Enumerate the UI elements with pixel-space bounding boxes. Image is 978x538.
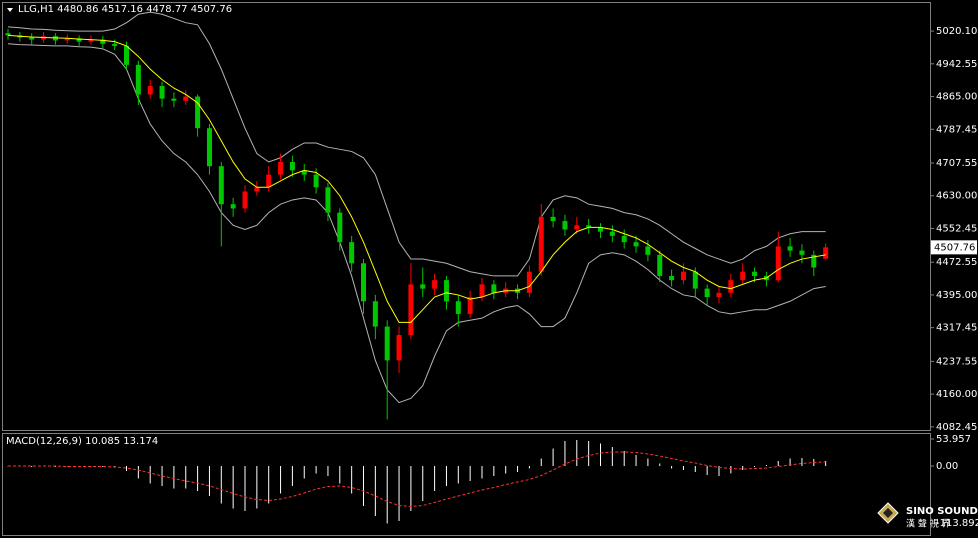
candle-body — [657, 254, 663, 276]
candle-body — [823, 247, 829, 259]
band-upper — [7, 11, 826, 277]
candle-body — [680, 271, 686, 281]
y-tick-label: 4395.00 — [936, 290, 977, 301]
candle-body — [432, 280, 438, 289]
y-tick-label: 4865.00 — [936, 92, 977, 103]
candle-body — [550, 216, 556, 222]
candle-body — [171, 98, 177, 101]
candle-body — [361, 263, 366, 302]
candle-body — [29, 37, 35, 40]
candle-body — [811, 254, 817, 268]
candle-body — [289, 161, 295, 171]
candle-body — [716, 292, 722, 298]
macd-title: MACD(12,26,9) 10.085 13.174 — [6, 436, 158, 447]
candle-body — [621, 235, 627, 243]
candle-body — [799, 250, 805, 255]
candle-body — [349, 242, 355, 264]
candle-body — [384, 326, 390, 361]
y-tick-label: 4082.45 — [936, 422, 977, 433]
candle-body — [538, 216, 544, 272]
candle-body — [124, 45, 129, 65]
y-tick-label: 4707.55 — [936, 158, 977, 169]
candle-body — [562, 221, 568, 230]
candle-body — [728, 280, 734, 293]
price-title: LLG,H1 4480.86 4517.16 4478.77 4507.76 — [18, 4, 232, 15]
candle-body — [787, 246, 793, 251]
candle-body — [100, 39, 106, 44]
logo-name: SINO SOUND — [906, 506, 978, 517]
macd-signal — [8, 451, 826, 508]
candle-body — [752, 271, 758, 276]
candle-body — [337, 212, 343, 243]
price-panel — [2, 2, 931, 431]
candle-body — [64, 38, 70, 41]
candle-body — [325, 187, 331, 213]
candle-body — [301, 170, 307, 175]
y-tick-label: 4317.45 — [936, 323, 977, 334]
candle-body — [266, 174, 272, 188]
y-tick-label: 53.957 — [936, 434, 971, 445]
candle-body — [408, 284, 414, 336]
y-tick-label: 4237.55 — [936, 356, 977, 367]
y-tick-label: 4160.00 — [936, 389, 977, 400]
candle-body — [598, 227, 603, 232]
candle-body — [396, 335, 402, 361]
candle-body — [645, 246, 651, 255]
candle-body — [526, 271, 532, 293]
candle-body — [479, 284, 485, 298]
candle-body — [574, 225, 580, 230]
last-price-box — [931, 240, 977, 255]
y-tick-label: 4787.45 — [936, 124, 977, 135]
candle-body — [147, 85, 153, 95]
y-tick-label: 4942.55 — [936, 59, 977, 70]
candle-body — [112, 43, 118, 46]
candle-body — [491, 284, 497, 293]
candle-body — [633, 242, 639, 247]
y-tick-label: 4630.00 — [936, 191, 977, 202]
candle-body — [218, 166, 224, 205]
candle-body — [420, 284, 426, 289]
candle-body — [206, 128, 212, 167]
y-tick-label: 5020.10 — [936, 26, 977, 37]
candle-body — [76, 38, 82, 42]
candle-body — [88, 39, 94, 42]
candle-body — [609, 231, 615, 236]
candle-body — [135, 64, 141, 95]
candle-body — [159, 85, 165, 99]
last-price-label: 4507.76 — [934, 242, 975, 253]
candle-body — [775, 246, 781, 281]
candle-body — [278, 161, 284, 175]
y-tick-label: 4472.55 — [936, 257, 977, 268]
logo-tagline: 漢 聲 視 界 — [906, 518, 951, 530]
candle-body — [455, 301, 461, 314]
logo-icon-inner — [883, 508, 893, 518]
candle-body — [669, 275, 675, 281]
candle-body — [443, 280, 449, 302]
candle-body — [242, 191, 248, 209]
y-tick-label: 0.00 — [936, 461, 958, 472]
candle-body — [254, 187, 260, 192]
candle-body — [313, 174, 319, 188]
macd-panel — [2, 433, 931, 536]
y-tick-label: -113.892 — [936, 518, 978, 529]
candle-body — [740, 271, 746, 281]
y-tick-label: 4552.45 — [936, 223, 977, 234]
candle-body — [467, 297, 473, 314]
candle-body — [195, 96, 201, 129]
band-lower — [7, 43, 826, 404]
candle-body — [372, 301, 378, 327]
moving-average — [7, 34, 826, 323]
candle-body — [692, 271, 698, 289]
candle-body — [704, 288, 710, 298]
candle-body — [5, 33, 11, 36]
candle-body — [183, 96, 189, 101]
candle-body — [230, 204, 236, 209]
candle-body — [586, 225, 592, 228]
collapse-icon[interactable] — [7, 8, 13, 12]
logo: SINO SOUND 漢 聲 視 界 — [877, 502, 978, 530]
